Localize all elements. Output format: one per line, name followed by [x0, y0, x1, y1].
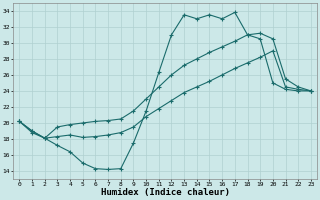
X-axis label: Humidex (Indice chaleur): Humidex (Indice chaleur)	[100, 188, 230, 197]
